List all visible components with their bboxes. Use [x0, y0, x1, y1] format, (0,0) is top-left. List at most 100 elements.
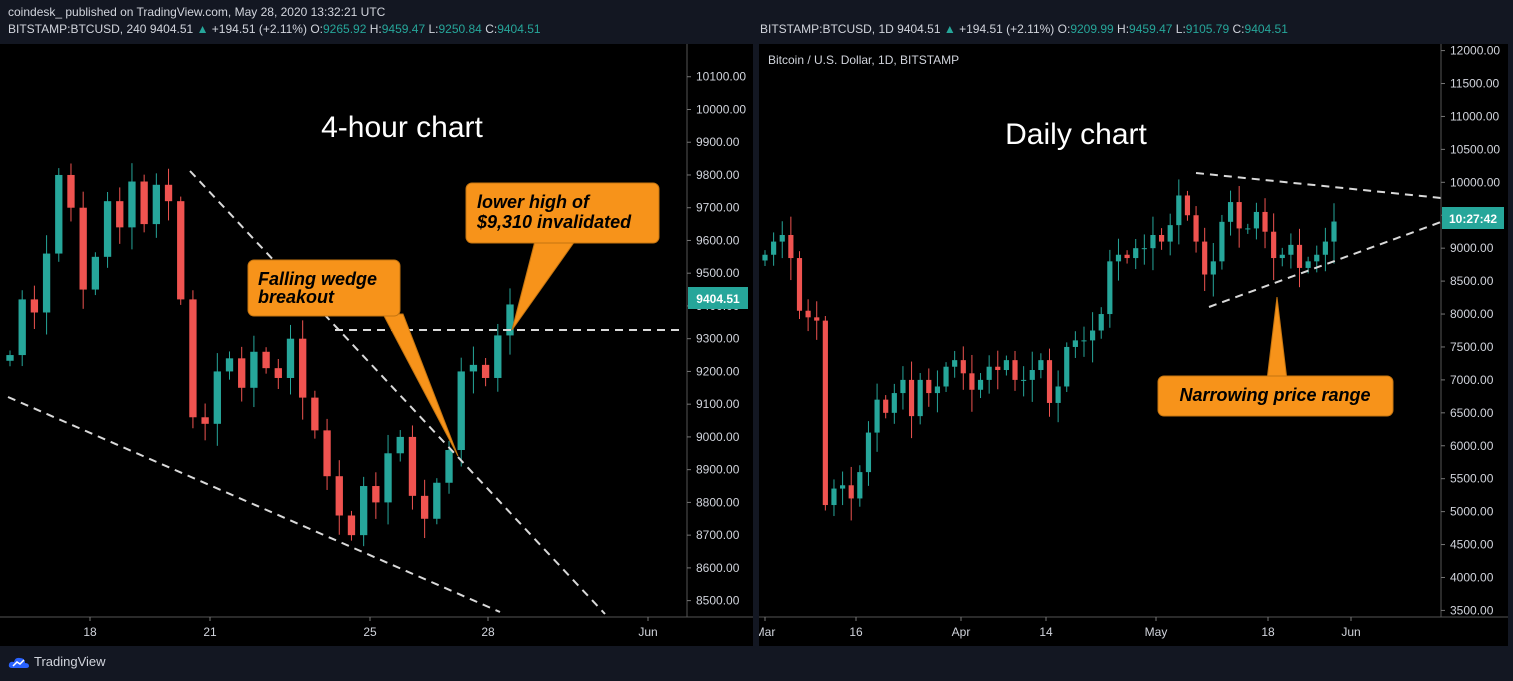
candle-body [960, 360, 966, 374]
candle-body [831, 488, 837, 506]
right-y-axis: 3500.00 4000.00 4500.00 5000.00 5500.00 6000.… [1441, 44, 1500, 617]
y-tick-label: 4000.00 [1450, 570, 1494, 584]
y-tick-label: 9900.00 [696, 135, 740, 149]
candle-body [1150, 235, 1156, 249]
candle-body [1055, 386, 1061, 403]
candle-body [1107, 261, 1113, 315]
candle-body [952, 360, 958, 367]
y-tick-label: 6500.00 [1450, 406, 1494, 420]
x-tick-label: May [1145, 625, 1168, 639]
y-tick-label: 11500.00 [1450, 77, 1499, 91]
candle-body [1227, 202, 1234, 222]
candle-body [91, 256, 100, 290]
candle-body [408, 436, 417, 496]
x-tick-label: Jun [638, 625, 657, 639]
candle-body [771, 241, 777, 255]
candle-body [1202, 241, 1208, 275]
candle-body [1322, 241, 1328, 255]
callout-text-line1: lower high of [477, 192, 591, 212]
candle-body [128, 181, 136, 228]
candle-body [506, 304, 514, 336]
candle-body [372, 486, 380, 503]
candle-body [481, 364, 490, 378]
left-high: 9459.47 [381, 22, 426, 36]
left-ohlc-line: BITSTAMP:BTCUSD, 240 9404.51 ▲ +194.51 (… [8, 22, 541, 36]
right-price-tag-label: 10:27:42 [1449, 212, 1497, 226]
candle-body [274, 368, 282, 378]
tradingview-logo[interactable]: TradingView [8, 654, 106, 669]
candle-body [103, 201, 112, 257]
right-change: +194.51 (+2.11%) [959, 22, 1055, 36]
candle-body [1288, 244, 1294, 255]
candle-body [1038, 360, 1044, 371]
y-tick-label: 9200.00 [696, 364, 740, 378]
wedge-lower-line [7, 396, 501, 613]
y-tick-label: 9100.00 [696, 397, 740, 411]
triangle-upper-line [1195, 172, 1442, 199]
right-chart-panel[interactable]: Bitcoin / U.S. Dollar, 1D, BITSTAMP Dail… [755, 44, 1508, 646]
x-tick-label: Apr [952, 625, 971, 639]
header-bar: coindesk_ published on TradingView.com, … [0, 0, 1513, 44]
callout-pointer [511, 240, 576, 331]
callout-text-line1: Falling wedge [258, 269, 377, 289]
candle-body [934, 386, 941, 394]
y-tick-label: 4500.00 [1450, 538, 1494, 552]
candle-body [494, 335, 502, 378]
left-price-tag [688, 287, 748, 309]
candle-body [1296, 244, 1303, 268]
candle-body [762, 254, 768, 261]
left-low: 9250.84 [438, 22, 482, 36]
candle-body [1012, 360, 1018, 380]
candle-body [116, 201, 124, 228]
left-open: 9265.92 [323, 22, 367, 36]
candle-body [1271, 231, 1277, 259]
left-symbol: BITSTAMP:BTCUSD, 240 [8, 22, 147, 36]
candle-body [238, 358, 246, 388]
candle-body [445, 450, 453, 483]
candle-body [943, 366, 949, 387]
wedge-upper-line [189, 170, 606, 615]
candle-body [865, 432, 872, 473]
candle-body [1314, 254, 1320, 262]
right-chart[interactable]: Bitcoin / U.S. Dollar, 1D, BITSTAMP Dail… [755, 44, 1508, 646]
callout-text: Narrowing price range [1179, 385, 1370, 405]
x-tick-label: 18 [83, 625, 97, 639]
y-tick-label: 9300.00 [696, 332, 740, 346]
y-tick-label: 8500.00 [696, 594, 740, 608]
right-chart-subtitle: Bitcoin / U.S. Dollar, 1D, BITSTAMP [768, 53, 959, 67]
candle-body [311, 397, 319, 431]
right-low: 9105.79 [1185, 22, 1230, 36]
candle-body [79, 207, 87, 290]
candle-body [908, 379, 915, 417]
left-x-axis: 18 21 25 28 Jun [83, 617, 658, 639]
candle-body [1236, 202, 1242, 229]
candle-body [347, 515, 356, 536]
right-chart-title: Daily chart [1005, 118, 1147, 151]
candle-body [1253, 211, 1259, 229]
y-tick-label: 10000.00 [1450, 175, 1500, 189]
left-chart[interactable]: 4-hour chart Falling wedge breakout lowe… [0, 44, 753, 646]
candle-body [152, 184, 160, 225]
brand-label: TradingView [34, 654, 106, 669]
y-tick-label: 8000.00 [1450, 307, 1494, 321]
candle-body [1176, 195, 1182, 226]
candle-body [1081, 340, 1087, 342]
candle-body [225, 358, 234, 372]
candle-body [1219, 221, 1225, 262]
x-tick-label: 28 [481, 625, 495, 639]
left-chart-panel[interactable]: 4-hour chart Falling wedge breakout lowe… [0, 44, 753, 646]
candle-body [420, 495, 429, 519]
candle-body [286, 338, 295, 378]
candle-body [995, 366, 1001, 371]
left-chart-title: 4-hour chart [321, 111, 483, 144]
candle-body [986, 366, 992, 380]
candle-body [1331, 221, 1337, 242]
left-price-tag-label: 9404.51 [696, 292, 740, 306]
candle-body [969, 373, 975, 390]
candle-body [822, 320, 828, 506]
callout-text-line2: $9,310 invalidated [476, 212, 632, 232]
y-tick-label: 11000.00 [1450, 109, 1499, 123]
candle-body [189, 299, 197, 418]
y-tick-label: 8700.00 [696, 528, 740, 542]
candle-body [926, 379, 932, 394]
